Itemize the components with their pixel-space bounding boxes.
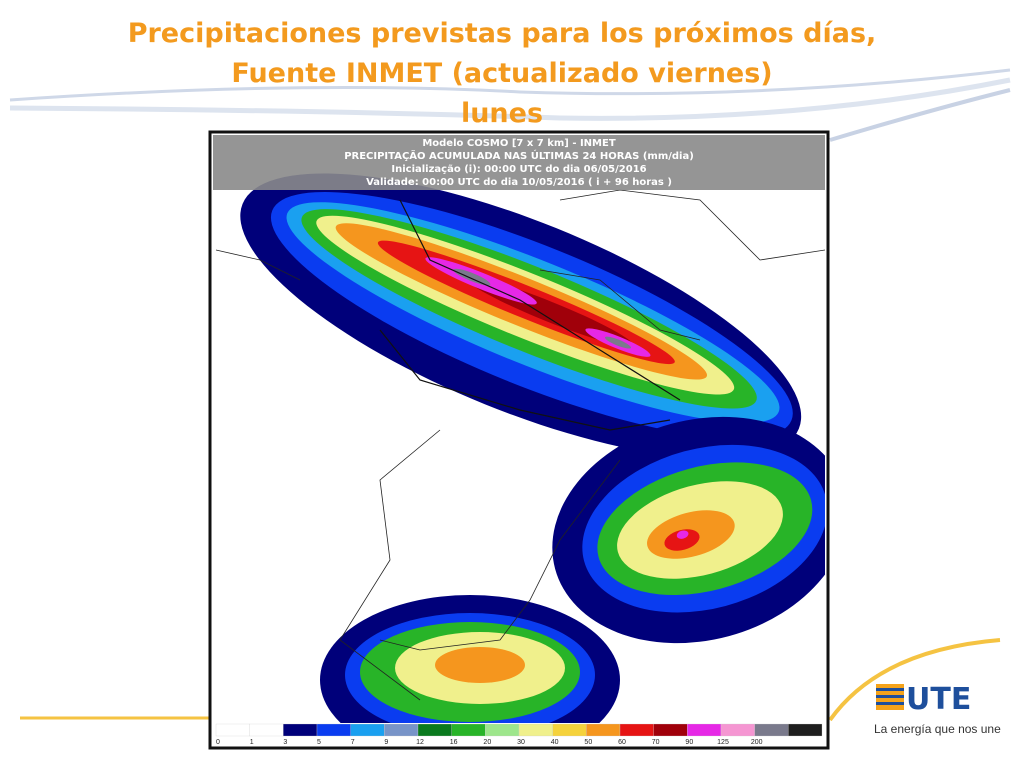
- colorbar-swatch: [350, 723, 385, 737]
- colorbar-swatch: [249, 723, 284, 737]
- colorbar-label: 1: [250, 739, 254, 746]
- colorbar-swatch: [552, 723, 587, 737]
- colorbar-label: 12: [416, 739, 424, 746]
- colorbar-label: 5: [317, 739, 321, 746]
- colorbar-swatch: [586, 723, 621, 737]
- colorbar-swatch: [283, 723, 318, 737]
- colorbar-label: 9: [384, 739, 388, 746]
- colorbar-label: 7: [351, 739, 355, 746]
- colorbar-swatch: [485, 723, 520, 737]
- colorbar-label: 125: [717, 739, 729, 746]
- logo-name: UTE: [906, 682, 971, 717]
- swoosh: [829, 88, 1011, 142]
- colorbar-swatch: [687, 723, 722, 737]
- swoosh: [9, 77, 1011, 121]
- map-header: Validade: 00:00 UTC do dia 10/05/2016 ( …: [366, 177, 672, 188]
- colorbar-label: 0: [216, 739, 220, 746]
- map: Modelo COSMO [7 x 7 km] - INMET PRECIPIT…: [208, 130, 830, 750]
- colorbar-swatch: [720, 723, 755, 737]
- title-line: Fuente INMET (actualizado viernes): [231, 58, 772, 89]
- map-header: Inicialização (i): 00:00 UTC do dia 06/0…: [391, 164, 646, 175]
- colorbar-swatch: [451, 723, 486, 737]
- colorbar-swatch: [653, 723, 688, 737]
- swoosh: [9, 68, 1011, 102]
- colorbar-swatch: [417, 723, 452, 737]
- colorbar-label: 70: [652, 739, 660, 746]
- colorbar-label: 60: [618, 739, 626, 746]
- colorbar-label: 3: [283, 739, 287, 746]
- colorbar-swatch: [384, 723, 419, 737]
- colorbar-swatch: [619, 723, 654, 737]
- colorbar-label: 90: [685, 739, 693, 746]
- colorbar-label: 16: [450, 739, 458, 746]
- colorbar-label: 40: [551, 739, 559, 746]
- colorbar: 0 1 3 5 7 9 12 16 20 30 40 50 60 70 90 125 200: [215, 723, 823, 746]
- colorbar-swatch: [518, 723, 553, 737]
- colorbar-label: 200: [751, 739, 763, 746]
- title-line: Precipitaciones previstas para los próxi…: [128, 18, 877, 49]
- map-header: PRECIPITAÇÃO ACUMULADA NAS ÚLTIMAS 24 HO…: [344, 149, 694, 162]
- colorbar-label: 30: [517, 739, 525, 746]
- swoosh: [828, 638, 1001, 722]
- map-header: Modelo COSMO [7 x 7 km] - INMET: [422, 138, 616, 149]
- colorbar-swatch: [316, 723, 351, 737]
- title-line: lunes: [461, 98, 543, 129]
- colorbar-label: 20: [483, 739, 491, 746]
- colorbar-swatch: [788, 723, 823, 737]
- logo: UTE La energía que nos une: [874, 682, 1001, 736]
- colorbar-label: 50: [584, 739, 592, 746]
- colorbar-swatch: [754, 723, 789, 737]
- colorbar-swatch: [215, 723, 250, 737]
- logo-tagline: La energía que nos une: [874, 722, 1001, 736]
